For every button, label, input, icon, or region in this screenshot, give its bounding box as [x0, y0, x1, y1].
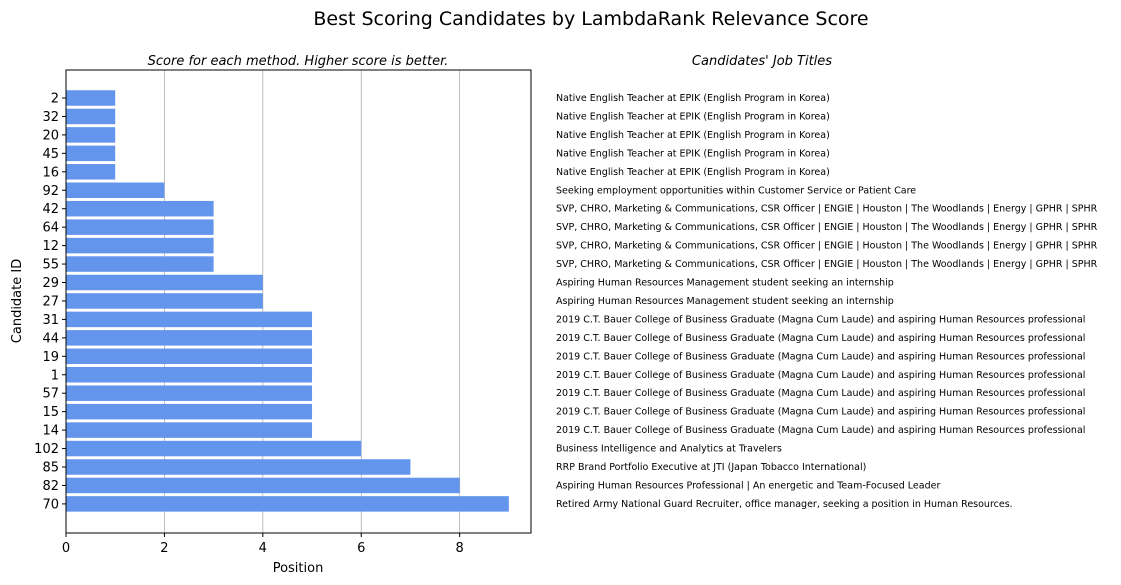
y-tick-label: 102	[34, 442, 59, 457]
y-tick-label: 85	[42, 461, 59, 476]
job-title: 2019 C.T. Bauer College of Business Grad…	[556, 407, 1085, 418]
bar	[66, 403, 313, 420]
y-tick-label: 44	[42, 331, 59, 346]
y-tick-label: 42	[42, 202, 59, 217]
y-tick-label: 32	[42, 110, 59, 125]
bar	[66, 182, 165, 198]
y-tick-label: 19	[42, 350, 59, 365]
job-title: Seeking employment opportunities within …	[556, 185, 916, 196]
y-tick-label: 2	[51, 92, 59, 107]
y-tick-label: 14	[42, 424, 59, 439]
x-axis-label: Position	[273, 561, 324, 576]
bar	[66, 311, 313, 328]
y-tick-label: 82	[42, 479, 59, 494]
job-title: SVP, CHRO, Marketing & Communications, C…	[556, 241, 1098, 252]
job-title: 2019 C.T. Bauer College of Business Grad…	[556, 314, 1085, 325]
bar	[66, 145, 116, 162]
y-tick-label: 12	[42, 239, 59, 254]
job-title: Aspiring Human Resources Management stud…	[556, 278, 894, 289]
y-tick-label: 64	[42, 221, 59, 236]
job-title: SVP, CHRO, Marketing & Communications, C…	[556, 222, 1098, 233]
job-title: Native English Teacher at EPIK (English …	[556, 93, 830, 104]
job-title: 2019 C.T. Bauer College of Business Grad…	[556, 333, 1085, 344]
bar	[66, 367, 313, 383]
plot-frame	[65, 69, 532, 534]
job-title: Native English Teacher at EPIK (English …	[556, 148, 830, 159]
y-tick-label: 20	[42, 128, 59, 143]
job-title: Aspiring Human Resources Management stud…	[556, 296, 894, 307]
job-title: 2019 C.T. Bauer College of Business Grad…	[556, 388, 1085, 399]
bar	[66, 422, 313, 438]
y-tick-label: 27	[42, 294, 59, 309]
bar	[66, 200, 214, 217]
bar	[66, 440, 362, 457]
y-tick-label: 55	[42, 258, 59, 273]
bar	[66, 127, 116, 143]
job-title: SVP, CHRO, Marketing & Communications, C…	[556, 204, 1098, 215]
y-tick-label: 31	[42, 313, 59, 328]
bar	[66, 293, 263, 309]
y-axis-ticks: 2 32 20 45 16 92 42 64 12 55 29 27 31 44 19 1 57 15 14 102 8…	[34, 92, 66, 512]
bar	[66, 256, 214, 272]
bar	[66, 237, 214, 254]
y-tick-label: 15	[42, 405, 59, 420]
bar	[66, 219, 214, 235]
job-title: 2019 C.T. Bauer College of Business Grad…	[556, 425, 1085, 436]
x-tick-label: 4	[259, 541, 267, 556]
x-tick-label: 8	[456, 541, 464, 556]
x-tick-label: 0	[62, 541, 70, 556]
x-tick-label: 2	[160, 541, 168, 556]
y-tick-label: 45	[42, 147, 59, 162]
x-tick-label: 6	[357, 541, 365, 556]
bar	[66, 496, 509, 512]
bar	[66, 164, 116, 180]
bar	[66, 274, 263, 291]
job-title: Native English Teacher at EPIK (English …	[556, 111, 830, 122]
job-title: 2019 C.T. Bauer College of Business Grad…	[556, 351, 1085, 362]
job-title: Aspiring Human Resources Professional | …	[556, 480, 940, 491]
y-axis-label: Candidate ID	[10, 259, 25, 343]
job-title: Retired Army National Guard Recruiter, o…	[556, 499, 1013, 510]
job-title: Native English Teacher at EPIK (English …	[556, 130, 830, 141]
job-title: SVP, CHRO, Marketing & Communications, C…	[556, 259, 1098, 270]
x-axis-ticks: 0 2 4 6 8	[62, 533, 464, 556]
side-panel-title: Candidates' Job Titles	[692, 54, 832, 69]
bar	[66, 385, 313, 401]
bar	[66, 330, 313, 346]
y-tick-label: 92	[42, 184, 59, 199]
job-title: 2019 C.T. Bauer College of Business Grad…	[556, 370, 1085, 381]
bar	[66, 90, 116, 106]
chart-title: Best Scoring Candidates by LambdaRank Re…	[313, 8, 868, 30]
y-tick-label: 57	[42, 387, 59, 402]
y-tick-label: 1	[51, 368, 59, 383]
bar	[66, 108, 116, 125]
y-tick-label: 29	[42, 276, 59, 291]
bars	[66, 90, 509, 512]
y-tick-label: 70	[42, 497, 59, 512]
chart-subtitle: Score for each method. Higher score is b…	[148, 54, 449, 69]
bar	[66, 459, 411, 475]
bar	[66, 477, 460, 494]
y-tick-label: 16	[42, 165, 59, 180]
job-title: Native English Teacher at EPIK (English …	[556, 167, 830, 178]
job-titles-list: Native English Teacher at EPIK (English …	[556, 93, 1098, 510]
bar	[66, 348, 313, 365]
job-title: Business Intelligence and Analytics at T…	[556, 444, 782, 455]
job-title: RRP Brand Portfolio Executive at JTI (Ja…	[556, 462, 866, 473]
